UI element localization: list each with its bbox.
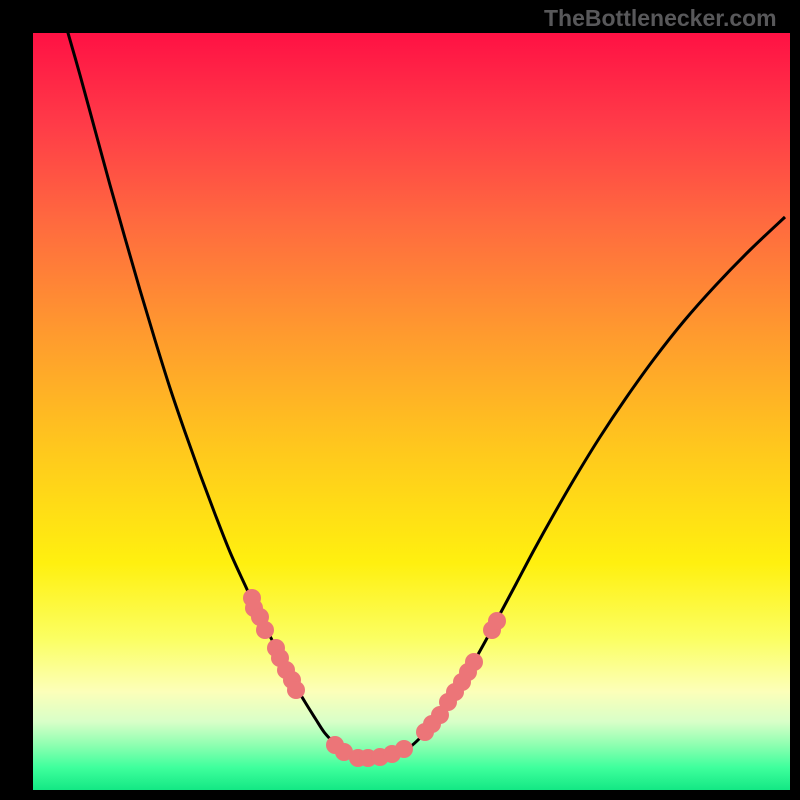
gradient-background	[33, 33, 790, 790]
curve-marker	[488, 612, 506, 630]
curve-marker	[395, 740, 413, 758]
watermark-label: TheBottlenecker.com	[544, 5, 777, 32]
curve-marker	[287, 681, 305, 699]
curve-marker	[256, 621, 274, 639]
chart-svg	[0, 0, 800, 800]
curve-marker	[465, 653, 483, 671]
